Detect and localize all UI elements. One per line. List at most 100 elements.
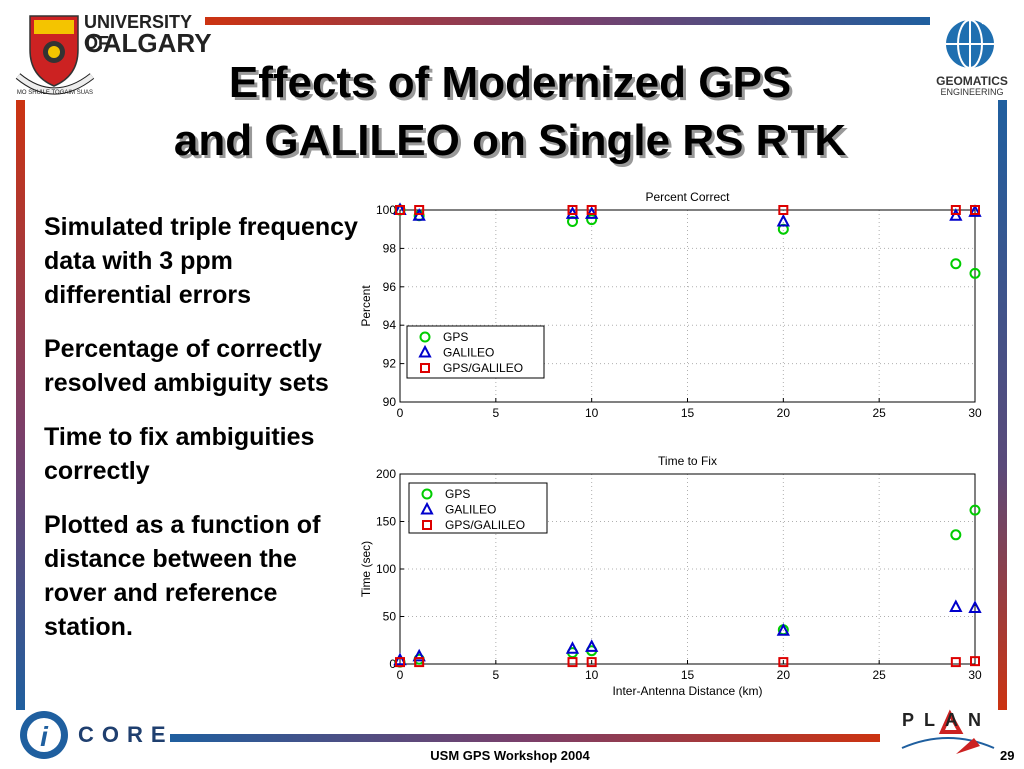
y-tick-label: 92 xyxy=(383,357,397,371)
data-point-galileo xyxy=(949,208,963,221)
university-name-line2: CALGARY xyxy=(84,28,212,58)
plan-signal-icon xyxy=(901,709,995,754)
globe-icon xyxy=(946,19,1000,69)
university-name-line1: UNIVERSITY OF xyxy=(84,12,192,53)
x-tick-label: 20 xyxy=(777,406,791,420)
legend-marker xyxy=(418,344,432,358)
x-tick-label: 5 xyxy=(492,406,499,420)
data-point-galileo xyxy=(412,208,426,221)
y-tick-label: 90 xyxy=(383,395,397,409)
data-point-gps-galileo xyxy=(970,205,980,215)
data-point-gps xyxy=(969,267,981,279)
data-point-gps-galileo xyxy=(414,657,425,668)
university-crest-icon: MO SHUILE TOGAIM SUAS xyxy=(15,15,95,96)
page-number: 29 xyxy=(1000,748,1015,763)
bullet-item: Plotted as a function of distance betwee… xyxy=(44,511,321,641)
data-point-galileo xyxy=(585,639,599,652)
university-logo: MO SHUILE TOGAIM SUAS UNIVERSITY OF CALG… xyxy=(12,10,212,100)
header-bar-top xyxy=(205,17,930,25)
core-info-icon: i xyxy=(20,711,68,759)
data-point-galileo xyxy=(968,600,982,613)
x-tick-label: 10 xyxy=(585,406,599,420)
data-point-gps-galileo xyxy=(567,205,578,215)
data-point-gps-galileo xyxy=(395,205,405,215)
dept-name-line2: ENGINEERING xyxy=(940,87,1004,97)
x-tick-label: 30 xyxy=(968,406,982,420)
header-bar-left xyxy=(16,100,25,710)
x-tick-label: 30 xyxy=(968,668,982,682)
data-point-gps xyxy=(586,214,598,226)
slide-title-line2: and GALILEO on Single RS RTK xyxy=(173,116,847,165)
legend-label: GPS/GALILEO xyxy=(443,361,523,375)
time-to-fix-chart: 0 5 10 15 20 25 30 0 50 100 150 200 Time to Fix Time … xyxy=(359,454,982,698)
legend-marker xyxy=(420,501,434,515)
x-tick-label: 0 xyxy=(397,668,404,682)
y-tick-label: 94 xyxy=(383,318,397,332)
legend-marker xyxy=(421,488,433,500)
legend-marker xyxy=(420,363,430,373)
legend-label: GALILEO xyxy=(443,346,494,360)
x-tick-label: 15 xyxy=(681,668,695,682)
y-tick-label: 150 xyxy=(376,515,396,529)
legend-label: GALILEO xyxy=(445,503,496,517)
footer-workshop: USM GPS Workshop 2004 xyxy=(430,748,590,763)
y-axis-label: Time (sec) xyxy=(359,541,373,597)
core-logo: i CORE xyxy=(18,708,178,762)
header-bar-right xyxy=(998,100,1007,710)
y-tick-label: 100 xyxy=(376,203,396,217)
legend-label: GPS xyxy=(443,330,468,344)
y-axis-label: Percent xyxy=(359,285,373,327)
x-tick-label: 10 xyxy=(585,668,599,682)
bullet-item: Percentage of correctly resolved ambigui… xyxy=(44,335,329,397)
data-point-gps xyxy=(950,529,962,541)
slide-title: Effects of Modernized GPS and GALILEO on… xyxy=(100,54,920,170)
svg-text:i: i xyxy=(40,721,49,752)
data-point-gps-galileo xyxy=(778,205,789,215)
y-tick-label: 98 xyxy=(383,241,397,255)
dept-name-line1: GEOMATICS xyxy=(936,74,1008,88)
legend-label: GPS xyxy=(445,487,470,501)
chart-title: Percent Correct xyxy=(645,190,730,204)
data-point-galileo xyxy=(968,204,982,217)
chart-title: Time to Fix xyxy=(658,454,717,468)
y-tick-label: 0 xyxy=(389,657,396,671)
legend-marker xyxy=(422,520,432,530)
data-point-galileo xyxy=(776,213,790,227)
data-point-galileo xyxy=(565,641,580,654)
data-point-gps-galileo xyxy=(778,657,789,668)
x-tick-label: 25 xyxy=(872,668,886,682)
data-point-gps-galileo xyxy=(586,205,597,215)
data-point-gps xyxy=(969,504,981,516)
x-tick-label: 5 xyxy=(492,668,499,682)
y-tick-label: 96 xyxy=(383,280,397,294)
x-axis-label: Inter-Antenna Distance (km) xyxy=(612,684,762,698)
y-tick-label: 50 xyxy=(383,610,397,624)
data-point-galileo xyxy=(393,652,407,666)
x-tick-label: 0 xyxy=(397,406,404,420)
bullet-list: Simulated triple frequency data with 3 p… xyxy=(44,210,364,664)
y-tick-label: 100 xyxy=(376,562,396,576)
data-point-gps-galileo xyxy=(950,657,961,668)
y-tick-label: 200 xyxy=(376,467,396,481)
crest-motto: MO SHUILE TOGAIM SUAS xyxy=(17,90,93,96)
x-tick-label: 20 xyxy=(777,668,791,682)
plan-logo: PLAN xyxy=(898,708,998,764)
data-point-gps-galileo xyxy=(567,657,578,668)
data-point-gps-galileo xyxy=(970,656,980,667)
data-point-galileo xyxy=(949,599,963,612)
data-point-galileo xyxy=(412,648,426,662)
bullet-item: Simulated triple frequency data with 3 p… xyxy=(44,213,358,309)
data-point-gps-galileo xyxy=(586,657,597,668)
plan-logo-text: PLAN xyxy=(902,710,991,730)
data-point-gps-galileo xyxy=(950,205,961,215)
footer-bar xyxy=(170,734,880,742)
bullet-item: Time to fix ambiguities correctly xyxy=(44,423,315,485)
data-point-gps-galileo xyxy=(395,657,405,668)
legend-label: GPS/GALILEO xyxy=(445,518,525,532)
data-point-galileo xyxy=(776,623,790,636)
data-point-gps-galileo xyxy=(414,205,425,215)
x-tick-label: 25 xyxy=(872,406,886,420)
legend-marker xyxy=(419,331,431,343)
data-point-gps xyxy=(950,258,962,270)
x-tick-label: 15 xyxy=(681,406,695,420)
